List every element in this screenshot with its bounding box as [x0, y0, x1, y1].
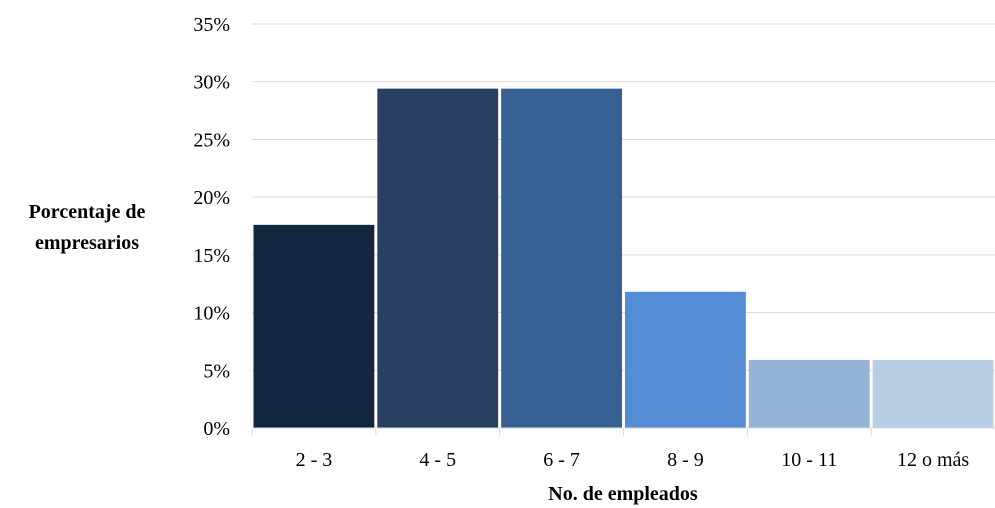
x-tick-label: 12 o más — [897, 449, 969, 471]
x-tick-label: 8 - 9 — [667, 449, 704, 471]
x-axis-title: No. de empleados — [548, 483, 698, 505]
bar — [253, 224, 375, 428]
bar — [625, 291, 746, 428]
y-axis-ticks: 0% 5% 10% 15% 20% 25% 30% 35% — [193, 14, 230, 440]
bar — [872, 359, 994, 428]
y-tick-label: 0% — [203, 418, 230, 440]
y-tick-label: 35% — [193, 14, 230, 36]
y-tick-label: 20% — [193, 187, 230, 209]
bars — [253, 88, 994, 428]
bar — [748, 359, 870, 428]
x-tick-label: 4 - 5 — [419, 449, 456, 471]
y-tick-label: 15% — [193, 245, 230, 267]
y-axis-title-line-2: empresarios — [35, 232, 139, 254]
gridlines — [252, 23, 995, 429]
x-axis-ticks: 2 - 3 4 - 5 6 - 7 8 - 9 10 - 11 12 o más — [251, 427, 995, 471]
x-tick-label: 10 - 11 — [781, 449, 837, 471]
x-tick-label: 6 - 7 — [543, 449, 580, 471]
y-tick-label: 10% — [193, 303, 230, 325]
bar — [377, 88, 499, 428]
y-axis-title-line-1: Porcentaje de — [29, 201, 146, 223]
x-tick-label: 2 - 3 — [296, 449, 333, 471]
y-tick-label: 5% — [203, 360, 230, 382]
y-tick-label: 30% — [193, 72, 230, 94]
y-tick-label: 25% — [193, 129, 230, 151]
bar — [501, 88, 622, 428]
